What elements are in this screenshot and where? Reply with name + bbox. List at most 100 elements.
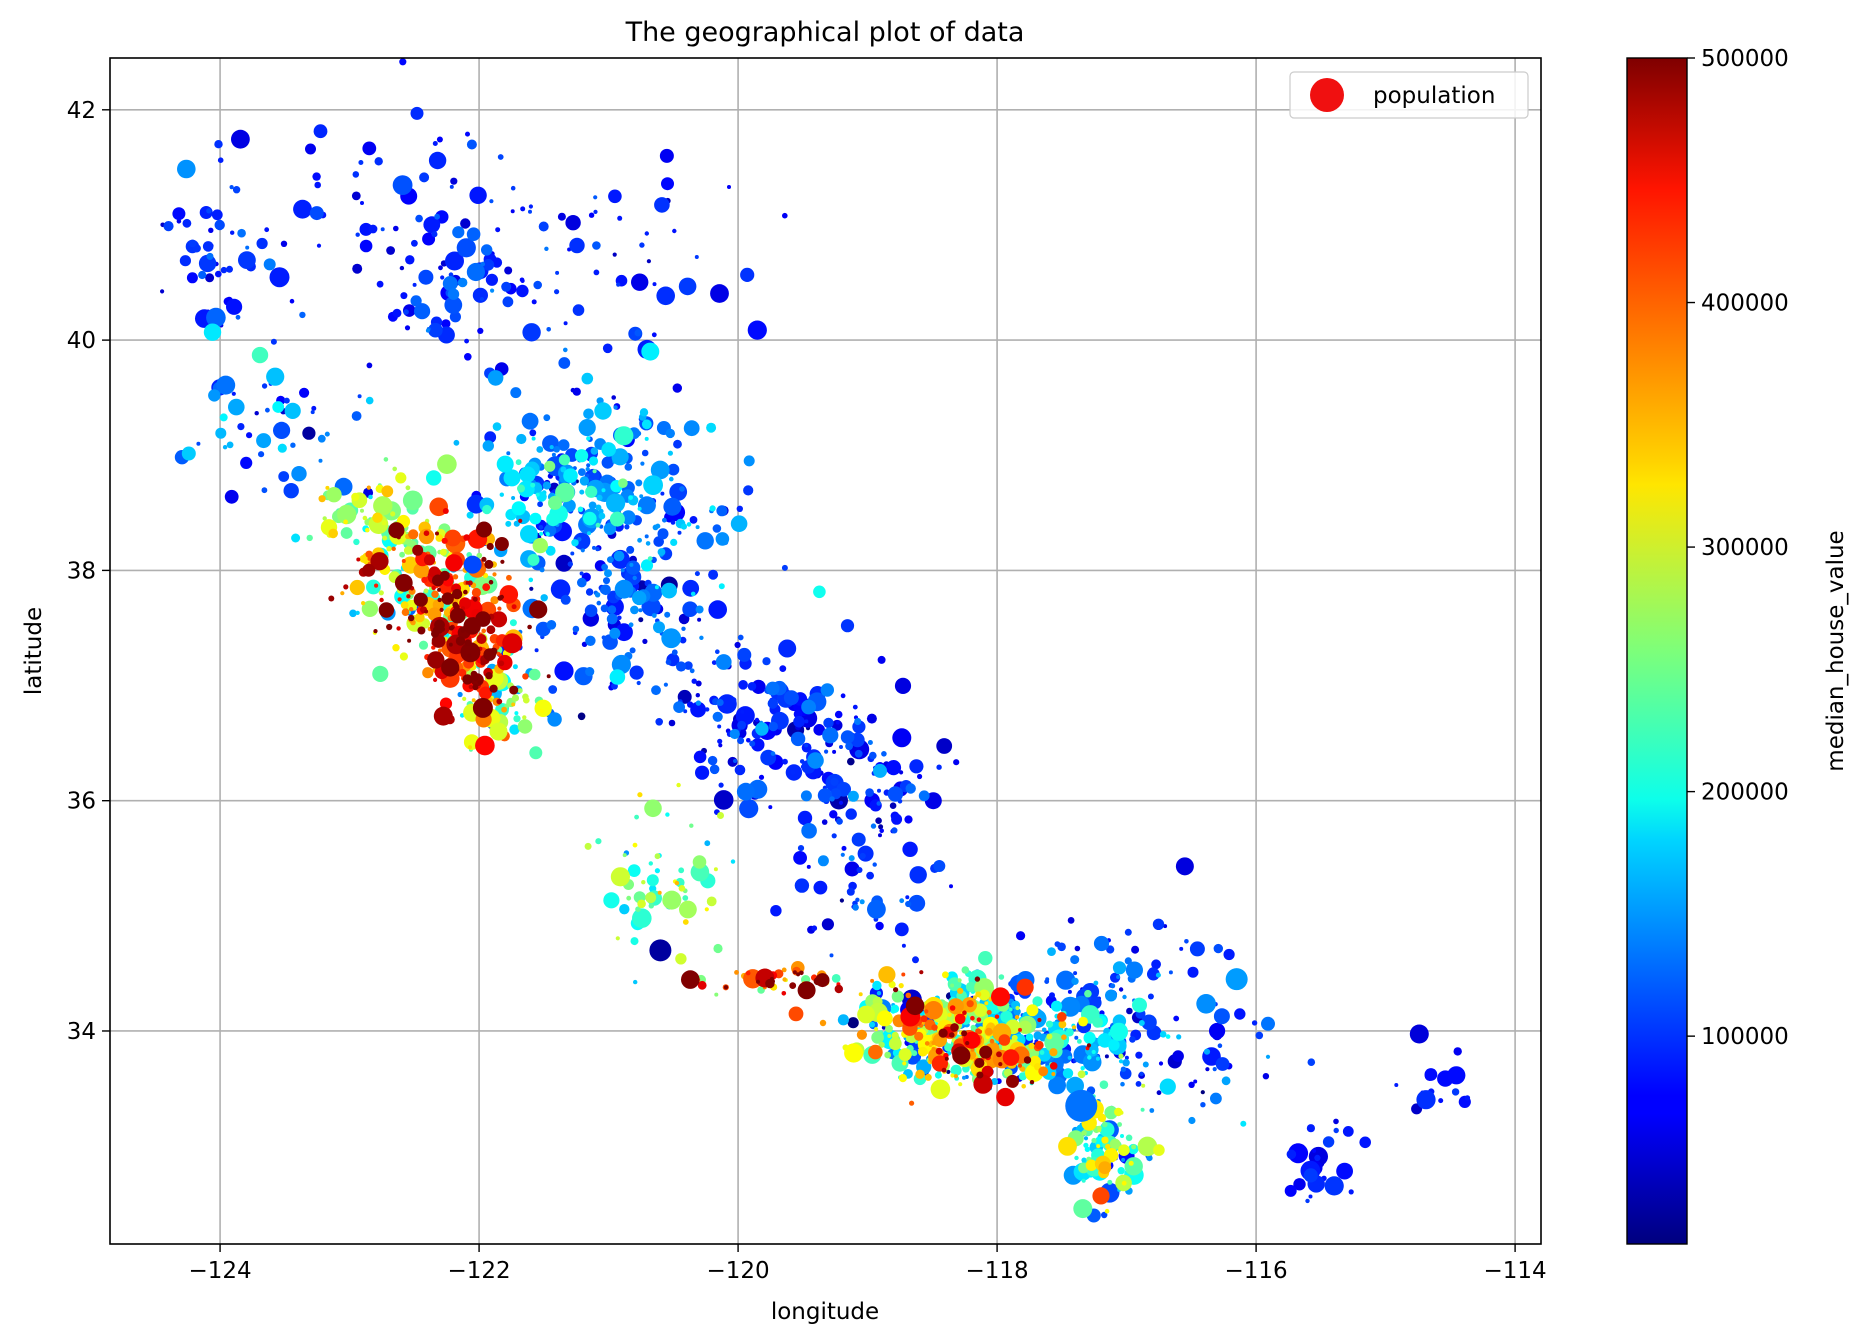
data-point xyxy=(528,577,534,583)
data-point xyxy=(1120,1081,1125,1087)
data-point xyxy=(366,579,381,595)
data-point xyxy=(946,1069,951,1074)
data-point xyxy=(423,554,436,566)
data-point xyxy=(1151,959,1161,970)
data-point xyxy=(878,1041,885,1048)
data-point xyxy=(277,443,287,453)
data-point xyxy=(962,1075,966,1080)
data-point xyxy=(388,522,405,539)
data-point xyxy=(418,528,435,545)
data-point xyxy=(548,495,562,510)
data-point xyxy=(361,601,366,606)
data-point xyxy=(284,402,301,419)
data-point xyxy=(410,295,422,307)
data-point xyxy=(351,191,361,201)
data-point xyxy=(205,273,215,283)
data-point xyxy=(499,594,504,600)
data-point xyxy=(854,749,863,758)
data-point xyxy=(245,245,250,250)
data-point xyxy=(216,375,236,395)
data-point xyxy=(678,277,697,296)
data-point xyxy=(654,853,661,860)
data-point xyxy=(888,980,896,989)
data-point xyxy=(735,706,755,726)
data-point xyxy=(362,515,368,521)
data-point xyxy=(947,998,964,1015)
data-point xyxy=(947,1012,952,1018)
data-point xyxy=(944,1043,953,1052)
data-point xyxy=(740,267,755,282)
data-point xyxy=(998,1034,1011,1046)
data-point xyxy=(395,472,407,484)
data-point-large xyxy=(489,722,508,741)
data-point xyxy=(811,925,818,931)
data-point xyxy=(1032,996,1043,1007)
data-point xyxy=(887,786,904,802)
data-point xyxy=(265,407,270,413)
data-point xyxy=(799,970,804,976)
data-point xyxy=(1179,946,1184,951)
data-point xyxy=(1110,983,1116,989)
data-point xyxy=(349,609,357,618)
data-point xyxy=(608,189,622,204)
data-point xyxy=(905,996,925,1016)
data-point xyxy=(1424,1068,1438,1081)
data-point xyxy=(517,719,533,734)
data-point xyxy=(360,201,364,205)
data-point xyxy=(163,221,174,232)
data-point xyxy=(637,899,646,909)
data-point xyxy=(386,246,395,255)
data-point xyxy=(879,828,884,834)
data-point xyxy=(705,707,710,712)
data-point xyxy=(670,520,676,525)
data-point xyxy=(712,524,722,533)
data-point xyxy=(901,943,906,948)
data-point xyxy=(704,840,711,847)
data-point xyxy=(708,600,727,619)
data-point xyxy=(914,1031,924,1041)
data-point xyxy=(240,456,253,469)
data-point xyxy=(718,782,724,788)
data-point xyxy=(486,542,494,551)
data-point xyxy=(472,697,493,718)
data-point xyxy=(305,143,316,155)
data-point xyxy=(813,880,828,895)
data-point xyxy=(767,698,778,709)
data-point xyxy=(716,699,724,706)
data-point xyxy=(878,824,884,830)
colorbar-gradient xyxy=(1626,57,1688,1245)
data-point xyxy=(1306,1124,1315,1133)
data-point xyxy=(689,516,698,524)
data-point xyxy=(328,595,335,602)
data-point xyxy=(557,439,570,451)
data-point xyxy=(280,240,288,247)
data-point xyxy=(431,645,436,650)
data-point xyxy=(256,237,268,250)
data-point xyxy=(905,900,912,908)
data-point xyxy=(830,777,839,787)
data-point xyxy=(529,746,543,760)
data-point xyxy=(263,258,276,271)
data-point xyxy=(1071,977,1079,985)
data-point xyxy=(440,548,447,556)
data-point xyxy=(622,853,627,858)
data-point xyxy=(217,157,224,163)
data-point xyxy=(717,724,722,729)
data-point xyxy=(683,709,688,714)
data-point xyxy=(362,563,376,577)
data-point xyxy=(232,186,241,194)
data-point xyxy=(1159,1031,1167,1038)
data-point xyxy=(1091,1049,1096,1055)
data-point xyxy=(472,596,478,602)
data-point xyxy=(1359,1136,1371,1149)
data-point xyxy=(484,431,497,444)
data-point xyxy=(412,282,417,287)
data-point xyxy=(950,983,955,988)
data-point xyxy=(489,199,494,204)
data-point xyxy=(770,905,782,917)
data-point xyxy=(455,636,466,646)
data-point xyxy=(373,629,378,634)
data-point xyxy=(1002,1049,1020,1066)
data-point xyxy=(172,207,186,221)
data-point xyxy=(411,239,418,247)
